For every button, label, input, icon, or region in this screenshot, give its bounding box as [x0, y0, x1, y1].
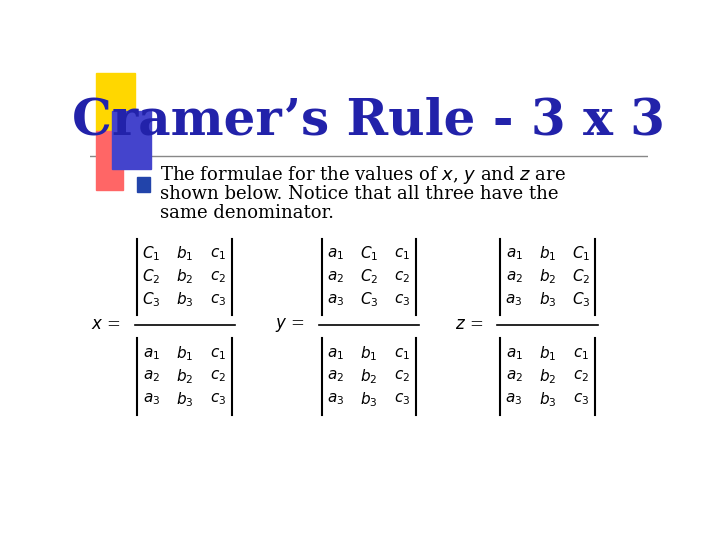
Text: $c_3$: $c_3$ — [210, 392, 227, 407]
Text: $b_3$: $b_3$ — [360, 390, 378, 409]
Bar — [112, 111, 151, 168]
Bar — [138, 177, 150, 192]
Text: $c_2$: $c_2$ — [210, 369, 226, 384]
Text: $a_3$: $a_3$ — [327, 292, 344, 308]
Text: $b_1$: $b_1$ — [539, 345, 557, 363]
Text: $b_2$: $b_2$ — [360, 367, 378, 386]
Text: $a_1$: $a_1$ — [505, 346, 523, 362]
Text: $c_1$: $c_1$ — [210, 346, 226, 362]
Text: same denominator.: same denominator. — [160, 204, 334, 222]
Text: $a_1$: $a_1$ — [327, 246, 344, 262]
Text: $C_1$: $C_1$ — [360, 245, 378, 264]
Text: $b_1$: $b_1$ — [176, 345, 194, 363]
Text: $b_3$: $b_3$ — [539, 390, 557, 409]
Text: $c_1$: $c_1$ — [395, 246, 410, 262]
Text: $C_2$: $C_2$ — [143, 267, 161, 286]
Text: $b_2$: $b_2$ — [176, 267, 194, 286]
Text: $a_1$: $a_1$ — [143, 346, 160, 362]
Text: $a_2$: $a_2$ — [505, 269, 523, 285]
Text: $c_3$: $c_3$ — [573, 392, 589, 407]
Text: The formulae for the values of $x$, $y$ and $z$ are: The formulae for the values of $x$, $y$ … — [160, 164, 566, 186]
Text: $c_2$: $c_2$ — [395, 369, 410, 384]
Text: $C_3$: $C_3$ — [572, 291, 590, 309]
Text: $b_1$: $b_1$ — [539, 245, 557, 264]
Text: $c_1$: $c_1$ — [573, 346, 589, 362]
Text: $c_1$: $c_1$ — [210, 246, 226, 262]
Text: $b_3$: $b_3$ — [539, 291, 557, 309]
Text: $b_1$: $b_1$ — [360, 345, 378, 363]
Text: $a_3$: $a_3$ — [505, 392, 523, 407]
Text: $b_3$: $b_3$ — [176, 291, 194, 309]
Text: $b_1$: $b_1$ — [176, 245, 194, 264]
Text: $y$ =: $y$ = — [275, 316, 305, 334]
Text: shown below. Notice that all three have the: shown below. Notice that all three have … — [160, 185, 558, 203]
Text: $c_3$: $c_3$ — [395, 292, 410, 308]
Text: $a_2$: $a_2$ — [327, 269, 344, 285]
Text: $c_2$: $c_2$ — [573, 369, 589, 384]
Text: $C_1$: $C_1$ — [142, 245, 161, 264]
Text: $c_2$: $c_2$ — [210, 269, 226, 285]
Text: $c_3$: $c_3$ — [210, 292, 227, 308]
Text: Cramer’s Rule - 3 x 3: Cramer’s Rule - 3 x 3 — [73, 97, 665, 145]
Text: $a_3$: $a_3$ — [505, 292, 523, 308]
Text: $a_3$: $a_3$ — [327, 392, 344, 407]
Text: $a_2$: $a_2$ — [143, 369, 160, 384]
Bar — [96, 73, 135, 131]
Text: $a_3$: $a_3$ — [143, 392, 160, 407]
Text: $b_2$: $b_2$ — [539, 367, 557, 386]
Text: $b_3$: $b_3$ — [176, 390, 194, 409]
Text: $c_2$: $c_2$ — [395, 269, 410, 285]
Bar — [96, 131, 124, 190]
Text: $C_1$: $C_1$ — [572, 245, 590, 264]
Text: $C_3$: $C_3$ — [360, 291, 378, 309]
Text: $a_2$: $a_2$ — [327, 369, 344, 384]
Text: $a_1$: $a_1$ — [505, 246, 523, 262]
Text: $c_3$: $c_3$ — [395, 392, 410, 407]
Text: $c_1$: $c_1$ — [395, 346, 410, 362]
Text: $a_1$: $a_1$ — [327, 346, 344, 362]
Text: $C_3$: $C_3$ — [142, 291, 161, 309]
Text: $a_2$: $a_2$ — [505, 369, 523, 384]
Text: $b_2$: $b_2$ — [176, 367, 194, 386]
Text: $b_2$: $b_2$ — [539, 267, 557, 286]
Text: $C_2$: $C_2$ — [360, 267, 378, 286]
Text: $z$ =: $z$ = — [455, 316, 483, 333]
Text: $C_2$: $C_2$ — [572, 267, 590, 286]
Text: $x$ =: $x$ = — [91, 316, 121, 333]
